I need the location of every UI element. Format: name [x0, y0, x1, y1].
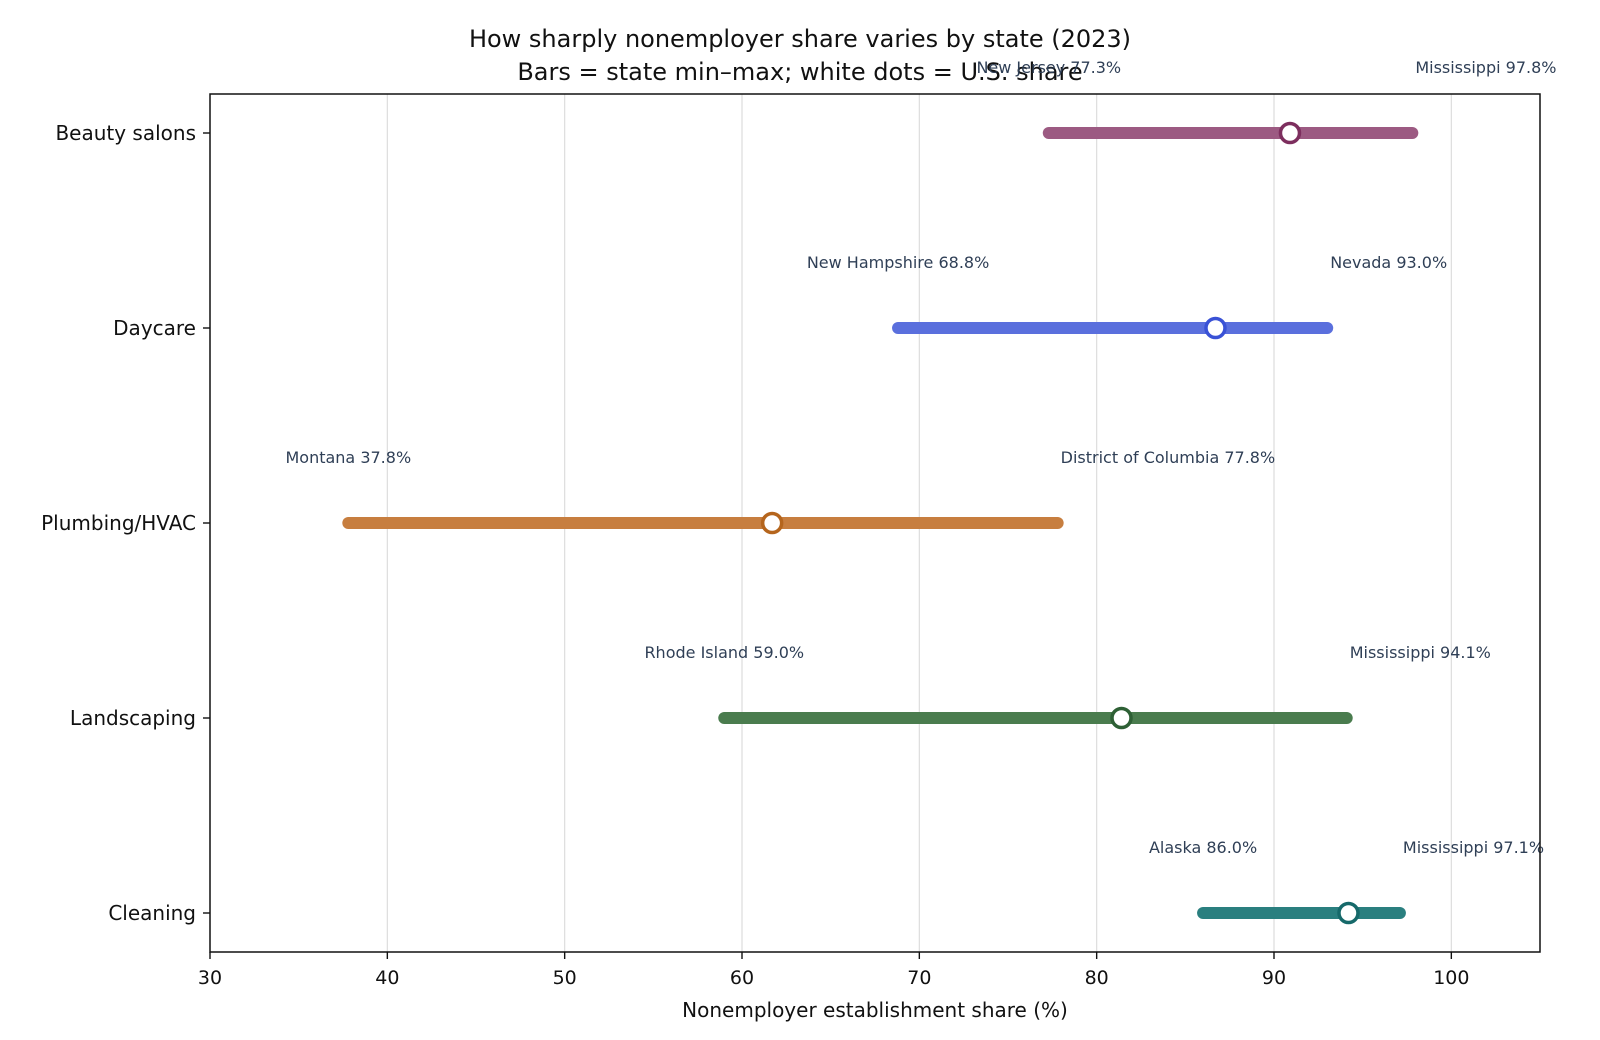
min-state-label: New Jersey 77.3% [976, 58, 1121, 77]
us-share-dot [1337, 901, 1360, 925]
x-tick-label: 40 [375, 967, 399, 989]
annotation-layer: New Jersey 77.3% Mississippi 97.8% New Ham… [285, 58, 1556, 857]
x-tick-label: 100 [1433, 967, 1469, 989]
max-state-label: Mississippi 97.1% [1403, 838, 1544, 857]
category-label: Cleaning [108, 901, 196, 925]
max-state-label: Mississippi 97.8% [1415, 58, 1556, 77]
x-tick-label: 90 [1262, 967, 1286, 989]
chart-title: How sharply nonemployer share varies by … [469, 25, 1131, 53]
category-label: Daycare [113, 316, 196, 340]
category-labels: Beauty salons Daycare Plumbing/HVAC Landsca… [41, 121, 210, 925]
max-state-label: Mississippi 94.1% [1350, 643, 1491, 662]
category-label: Landscaping [70, 706, 196, 730]
us-share-dot [1204, 316, 1227, 340]
min-state-label: Rhode Island 59.0% [644, 643, 804, 662]
us-share-dot [760, 511, 784, 535]
x-tick-label: 60 [730, 967, 754, 989]
plot-frame [209, 93, 1541, 953]
category-label: Beauty salons [55, 121, 196, 145]
chart-subtitle: Bars = state min–max; white dots = U.S. … [517, 58, 1082, 86]
us-share-dot [1278, 121, 1302, 145]
x-tick-label: 80 [1085, 967, 1109, 989]
min-state-label: Montana 37.8% [285, 448, 411, 467]
x-axis-label: Nonemployer establishment share (%) [682, 998, 1068, 1022]
x-tick-label: 50 [553, 967, 577, 989]
category-label: Plumbing/HVAC [41, 511, 196, 535]
max-state-label: Nevada 93.0% [1330, 253, 1447, 272]
min-state-label: Alaska 86.0% [1149, 838, 1257, 857]
min-state-label: New Hampshire 68.8% [807, 253, 989, 272]
x-tick-label: 30 [198, 967, 222, 989]
max-state-label: District of Columbia 77.8% [1061, 448, 1276, 467]
tick-layer: 30 40 50 60 70 80 90 100 [198, 952, 1469, 989]
us-share-dot [1110, 706, 1133, 730]
data-layer [342, 121, 1419, 925]
x-tick-label: 70 [907, 967, 931, 989]
